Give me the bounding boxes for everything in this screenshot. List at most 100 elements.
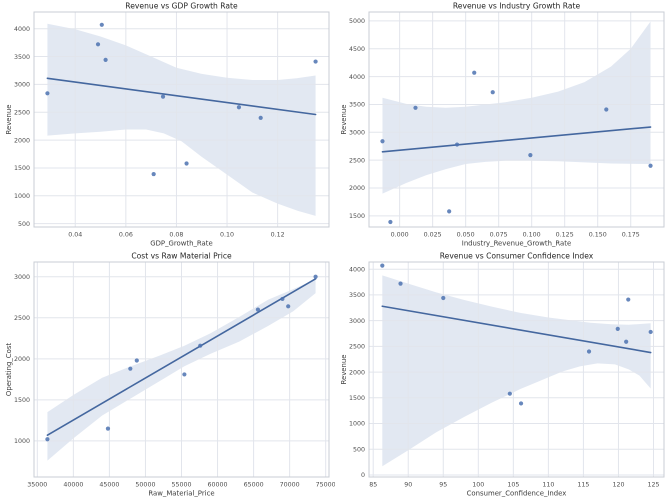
data-point bbox=[471, 70, 476, 75]
data-point bbox=[313, 274, 318, 279]
x-axis-label: Raw_Material_Price bbox=[148, 490, 214, 498]
regression-line bbox=[381, 305, 651, 354]
x-tick-label: 85 bbox=[369, 482, 377, 489]
y-tick-label: 2000 bbox=[14, 356, 30, 363]
chart-title: Cost vs Raw Material Price bbox=[131, 252, 232, 261]
y-tick-label: 3500 bbox=[14, 54, 30, 61]
data-point bbox=[160, 94, 166, 99]
plot-area bbox=[368, 12, 664, 227]
x-tick-label: 100 bbox=[472, 482, 484, 489]
x-tick-label: 0.025 bbox=[423, 232, 441, 239]
y-tick-label: 2000 bbox=[14, 137, 30, 144]
data-point bbox=[379, 263, 384, 268]
x-tick-label: 0.000 bbox=[390, 232, 408, 239]
axes-spines bbox=[33, 11, 330, 228]
y-tick-label: 500 bbox=[18, 221, 30, 228]
x-tick-label: 115 bbox=[577, 482, 589, 489]
confidence-band bbox=[47, 279, 316, 461]
data-point bbox=[397, 281, 403, 286]
y-axis-label: Revenue bbox=[5, 104, 13, 134]
x-tick-label: 0.125 bbox=[555, 232, 573, 239]
regression-line bbox=[46, 77, 317, 116]
data-point bbox=[105, 426, 111, 431]
x-tick-label: 120 bbox=[612, 482, 624, 489]
x-tick-label: 0.04 bbox=[68, 232, 82, 239]
plot-area bbox=[34, 12, 329, 227]
y-tick-label: 2000 bbox=[348, 185, 364, 192]
data-point bbox=[151, 171, 156, 177]
data-point bbox=[603, 107, 608, 112]
data-point bbox=[236, 105, 242, 110]
x-tick-label: 0.050 bbox=[456, 232, 474, 239]
data-point bbox=[313, 59, 318, 64]
y-tick-label: 3000 bbox=[348, 130, 364, 137]
data-point bbox=[184, 161, 189, 166]
y-tick-label: 3500 bbox=[348, 292, 364, 299]
y-tick-label: 3000 bbox=[14, 82, 30, 89]
x-tick-label: 105 bbox=[507, 482, 519, 489]
y-tick-label: 2000 bbox=[348, 369, 364, 376]
y-axis-label: Operating_Cost bbox=[5, 343, 13, 397]
chart-cost-vs-raw-material-price: 35000 40000 45000 50000 55000 60000 65000 70000… bbox=[5, 252, 335, 498]
y-axis-label: Revenue bbox=[340, 354, 348, 384]
x-tick-label: 95 bbox=[439, 482, 447, 489]
x-tick-label: 40000 bbox=[63, 482, 83, 489]
data-point bbox=[446, 209, 451, 214]
x-tick-label: 90 bbox=[404, 482, 412, 489]
data-point bbox=[615, 326, 620, 331]
x-tick-label: 60000 bbox=[208, 482, 228, 489]
y-tick-label: 3000 bbox=[348, 318, 364, 325]
chart-title: Revenue vs Industry Growth Rate bbox=[452, 2, 580, 11]
data-point bbox=[440, 295, 445, 301]
data-point bbox=[647, 163, 653, 168]
x-tick-label: 70000 bbox=[280, 482, 300, 489]
y-tick-label: 5000 bbox=[348, 18, 364, 25]
data-point bbox=[255, 307, 261, 312]
y-tick-label: 2500 bbox=[14, 109, 30, 116]
x-tick-label: 65000 bbox=[244, 482, 264, 489]
y-tick-label: 1000 bbox=[348, 421, 364, 428]
y-tick-label: 1000 bbox=[14, 193, 30, 200]
chart-revenue-vs-gdp-growth-rate: 0.04 0.06 0.08 0.10 0.12 500 1000 1500 2000 2500 3… bbox=[5, 2, 330, 248]
data-point bbox=[128, 366, 133, 371]
y-tick-label: 4500 bbox=[348, 46, 364, 53]
data-point bbox=[286, 304, 291, 309]
x-tick-label: 0.150 bbox=[588, 232, 606, 239]
y-tick-label: 1500 bbox=[14, 397, 30, 404]
data-point bbox=[518, 401, 523, 406]
y-tick-label: 2500 bbox=[14, 315, 30, 322]
data-point bbox=[45, 437, 50, 442]
y-tick-label: 0 bbox=[360, 472, 364, 479]
x-tick-label: 0.12 bbox=[271, 232, 285, 239]
data-point bbox=[95, 42, 101, 47]
axes-spines bbox=[33, 261, 330, 478]
y-tick-label: 1500 bbox=[348, 395, 364, 402]
data-point bbox=[454, 142, 459, 147]
y-tick-label: 3500 bbox=[348, 102, 364, 109]
subplot-revenue-vs-gdp-growth-rate: 0.04 0.06 0.08 0.10 0.12 500 1000 1500 2000 2500 3… bbox=[0, 0, 335, 250]
y-axis-label: Revenue bbox=[340, 104, 348, 134]
x-tick-label: 0.175 bbox=[621, 232, 639, 239]
axes-spines bbox=[368, 11, 664, 228]
data-point bbox=[379, 139, 385, 144]
chart-title: Revenue vs Consumer Confidence Index bbox=[439, 252, 593, 261]
y-tick-label: 2500 bbox=[348, 344, 364, 351]
chart-revenue-vs-industry-growth-rate: 0.000 0.025 0.050 0.075 0.100 0.125 0.150 0.175… bbox=[340, 2, 664, 248]
y-tick-label: 4000 bbox=[348, 266, 364, 273]
x-tick-label: 75000 bbox=[316, 482, 335, 489]
x-tick-label: 35000 bbox=[27, 482, 47, 489]
data-point bbox=[103, 57, 108, 63]
y-tick-label: 3000 bbox=[14, 274, 30, 281]
data-point bbox=[182, 372, 187, 377]
x-tick-label: 0.06 bbox=[119, 232, 133, 239]
data-point bbox=[412, 105, 418, 110]
data-point bbox=[625, 297, 630, 302]
data-point bbox=[134, 358, 139, 363]
x-tick-label: 0.10 bbox=[220, 232, 234, 239]
confidence-band bbox=[381, 21, 651, 194]
x-tick-label: 0.100 bbox=[522, 232, 540, 239]
x-tick-label: 55000 bbox=[171, 482, 191, 489]
data-point bbox=[45, 91, 50, 96]
subplot-revenue-vs-consumer-confidence-index: 85 90 95 100 105 110 115 120 125 0 500 1000 1500 2000… bbox=[335, 250, 669, 500]
y-tick-label: 1500 bbox=[14, 165, 30, 172]
